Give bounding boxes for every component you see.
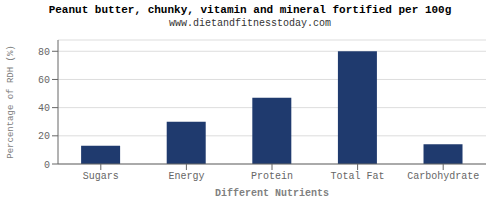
svg-text:80: 80 (38, 47, 50, 58)
html-text:Peanut butter, chunky, vitamin: Peanut butter, chunky, vitamin and miner… (48, 4, 452, 16)
svg-text:40: 40 (38, 103, 50, 114)
svg-text:Energy: Energy (168, 171, 204, 182)
svg-text:Carbohydrate: Carbohydrate (407, 171, 479, 182)
svg-text:20: 20 (38, 131, 50, 142)
svg-text:Sugars: Sugars (83, 171, 119, 182)
svg-text:Total Fat: Total Fat (331, 171, 385, 182)
svg-text:Percentage of RDH (%): Percentage of RDH (%) (8, 45, 16, 158)
html-text:www.dietandfitnesstoday.com: www.dietandfitnesstoday.com (169, 18, 331, 29)
svg-text:Protein: Protein (251, 171, 293, 182)
svg-text:Different Nutrients: Different Nutrients (215, 188, 329, 199)
svg-text:60: 60 (38, 75, 50, 86)
svg-text:0: 0 (44, 160, 50, 171)
